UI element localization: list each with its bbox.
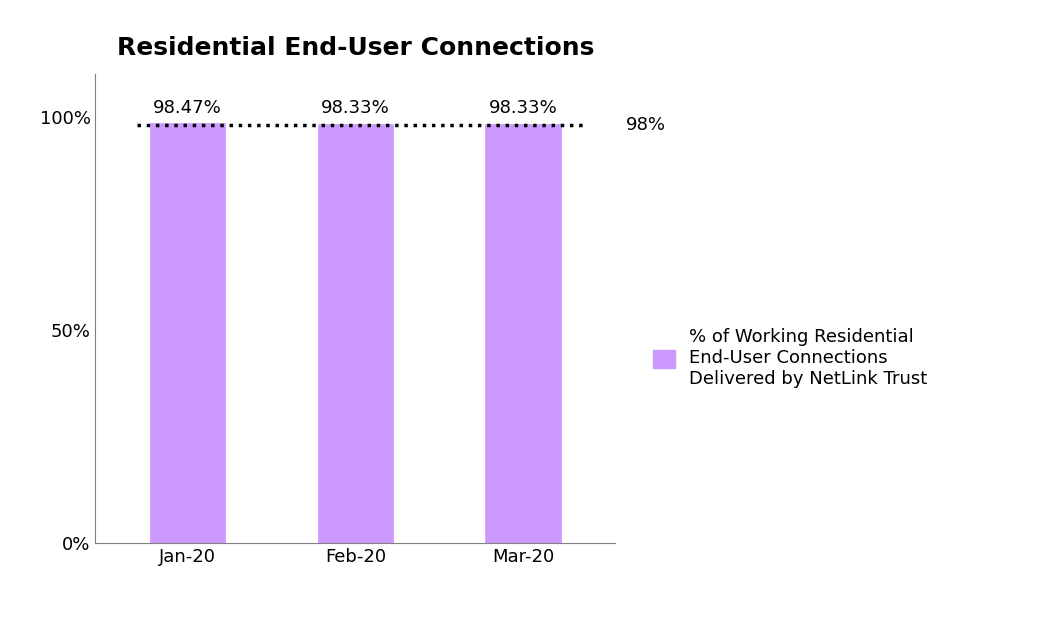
Text: 98.33%: 98.33% (489, 99, 557, 117)
Bar (486, 124, 561, 543)
Text: 98.47%: 98.47% (154, 99, 222, 117)
Bar (150, 123, 225, 543)
Text: 98.33%: 98.33% (321, 99, 389, 117)
Bar (317, 124, 394, 543)
Text: 98%: 98% (626, 116, 666, 134)
Title: Residential End-User Connections: Residential End-User Connections (117, 36, 594, 60)
Legend: % of Working Residential
End-User Connections
Delivered by NetLink Trust: % of Working Residential End-User Connec… (646, 321, 935, 395)
